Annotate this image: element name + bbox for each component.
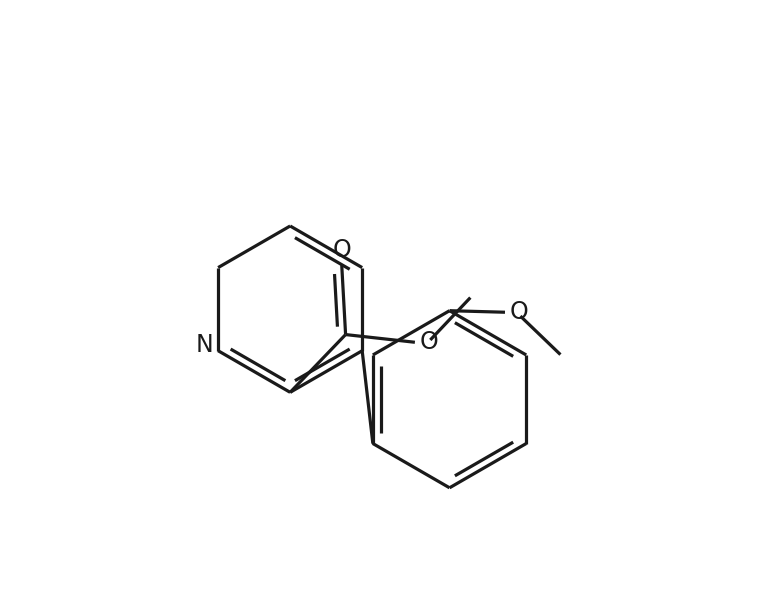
Text: O: O bbox=[332, 238, 351, 262]
Text: N: N bbox=[195, 332, 213, 356]
Text: O: O bbox=[419, 330, 438, 354]
Text: O: O bbox=[510, 300, 528, 324]
